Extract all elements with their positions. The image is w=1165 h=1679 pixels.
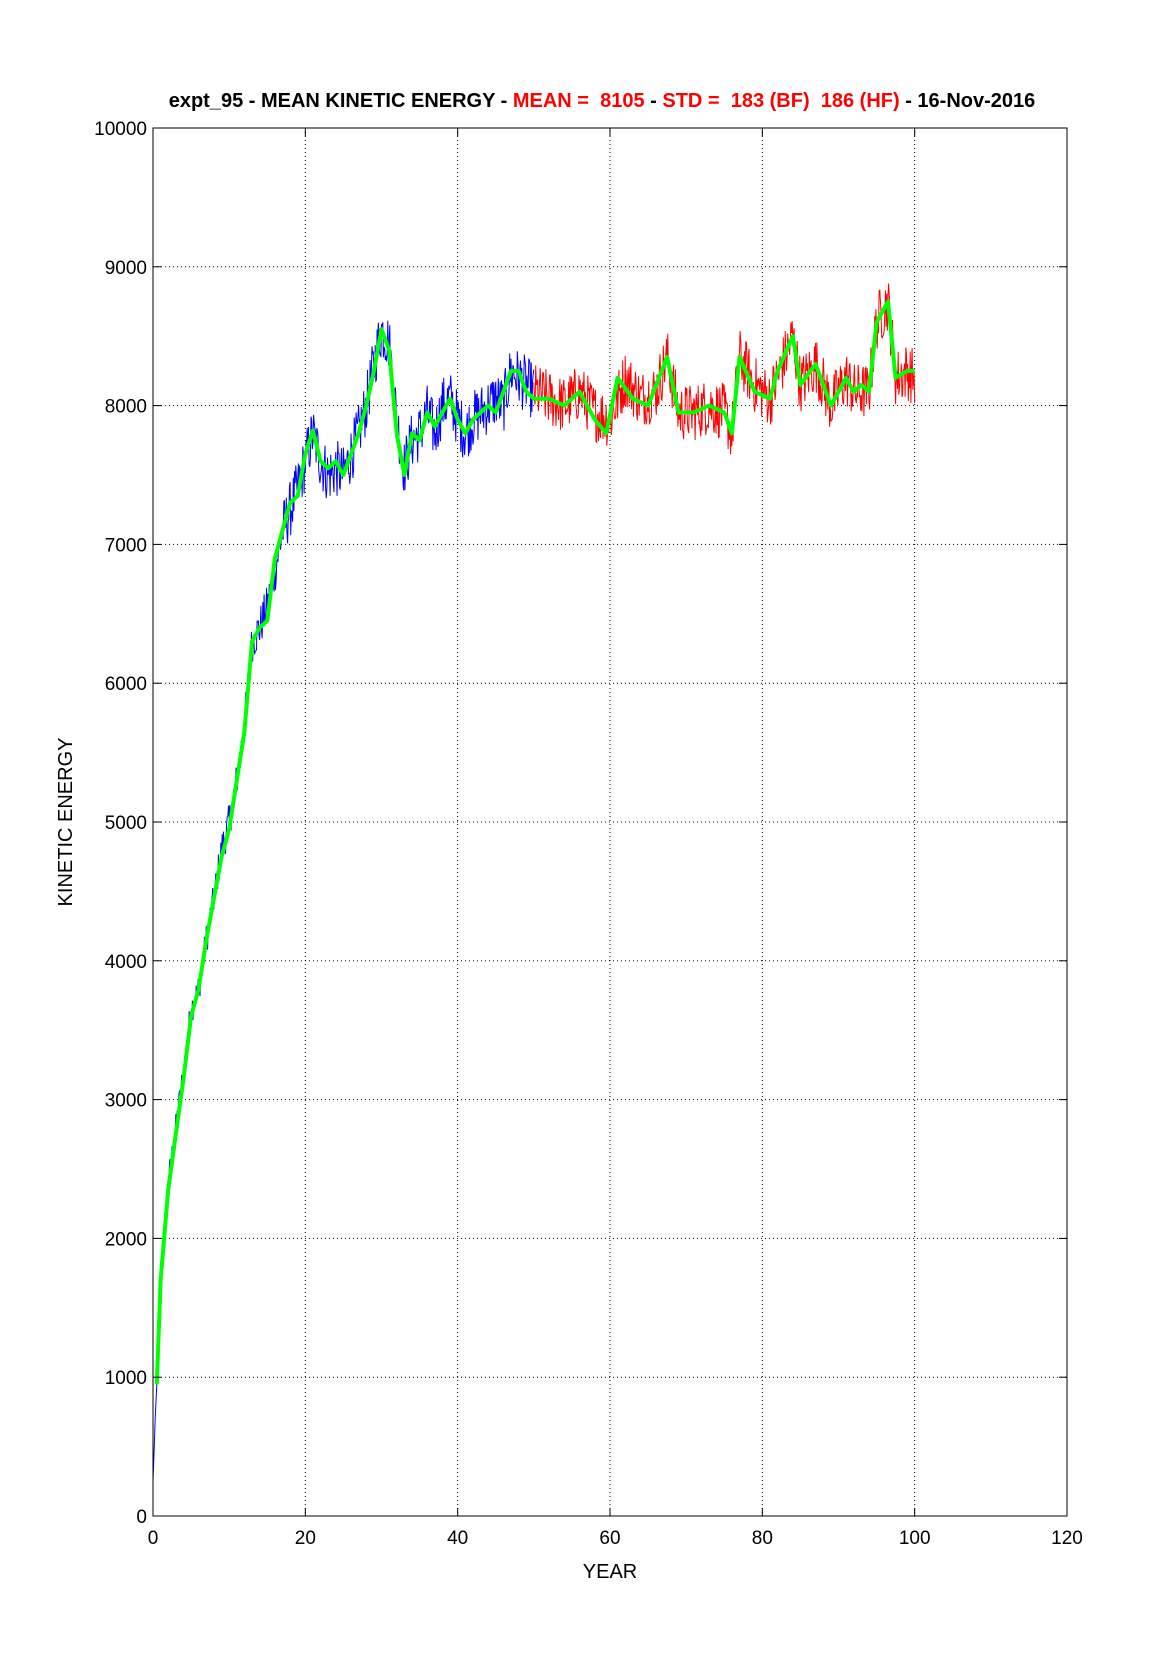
smoothed-series-line (154, 299, 915, 1385)
y-tick-label: 3000 (105, 1091, 147, 1112)
y-tick-label: 7000 (105, 535, 147, 556)
x-tick-label: 120 (1051, 1528, 1083, 1549)
x-tick-label: 80 (752, 1528, 773, 1549)
y-axis-label: KINETIC ENERGY (55, 738, 77, 907)
chart-title: expt_95 - MEAN KINETIC ENERGY - MEAN = 8… (169, 90, 1036, 112)
y-tick-label: 0 (136, 1507, 147, 1528)
x-axis-label: YEAR (583, 1561, 637, 1583)
x-tick-label: 100 (899, 1528, 931, 1549)
title-mean: MEAN = 8105 (513, 90, 645, 112)
y-tick-label: 10000 (94, 119, 147, 140)
x-tick-label: 0 (148, 1528, 159, 1549)
title-suffix: - 16-Nov-2016 (900, 90, 1036, 112)
series-lines (152, 283, 916, 1481)
x-tick-label: 60 (599, 1528, 620, 1549)
y-tick-label: 6000 (105, 674, 147, 695)
y-tick-label: 8000 (105, 397, 147, 418)
title-separator: - (645, 90, 663, 112)
y-tick-label: 1000 (105, 1368, 147, 1389)
grid-lines (153, 128, 1067, 1516)
y-tick-label: 5000 (105, 813, 147, 834)
y-tick-label: 4000 (105, 952, 147, 973)
x-tick-label: 20 (295, 1528, 316, 1549)
title-prefix: expt_95 - MEAN KINETIC ENERGY - (169, 90, 513, 112)
title-std: STD = 183 (BF) 186 (HF) (662, 90, 899, 112)
y-tick-label: 9000 (105, 258, 147, 279)
axis-ticks: 0 20 40 60 80 100 120 0 1000 2000 3000 4000 5000 6000… (94, 119, 1083, 1549)
y-tick-label: 2000 (105, 1229, 147, 1250)
analysis-series-line (533, 283, 916, 455)
x-tick-label: 40 (447, 1528, 468, 1549)
